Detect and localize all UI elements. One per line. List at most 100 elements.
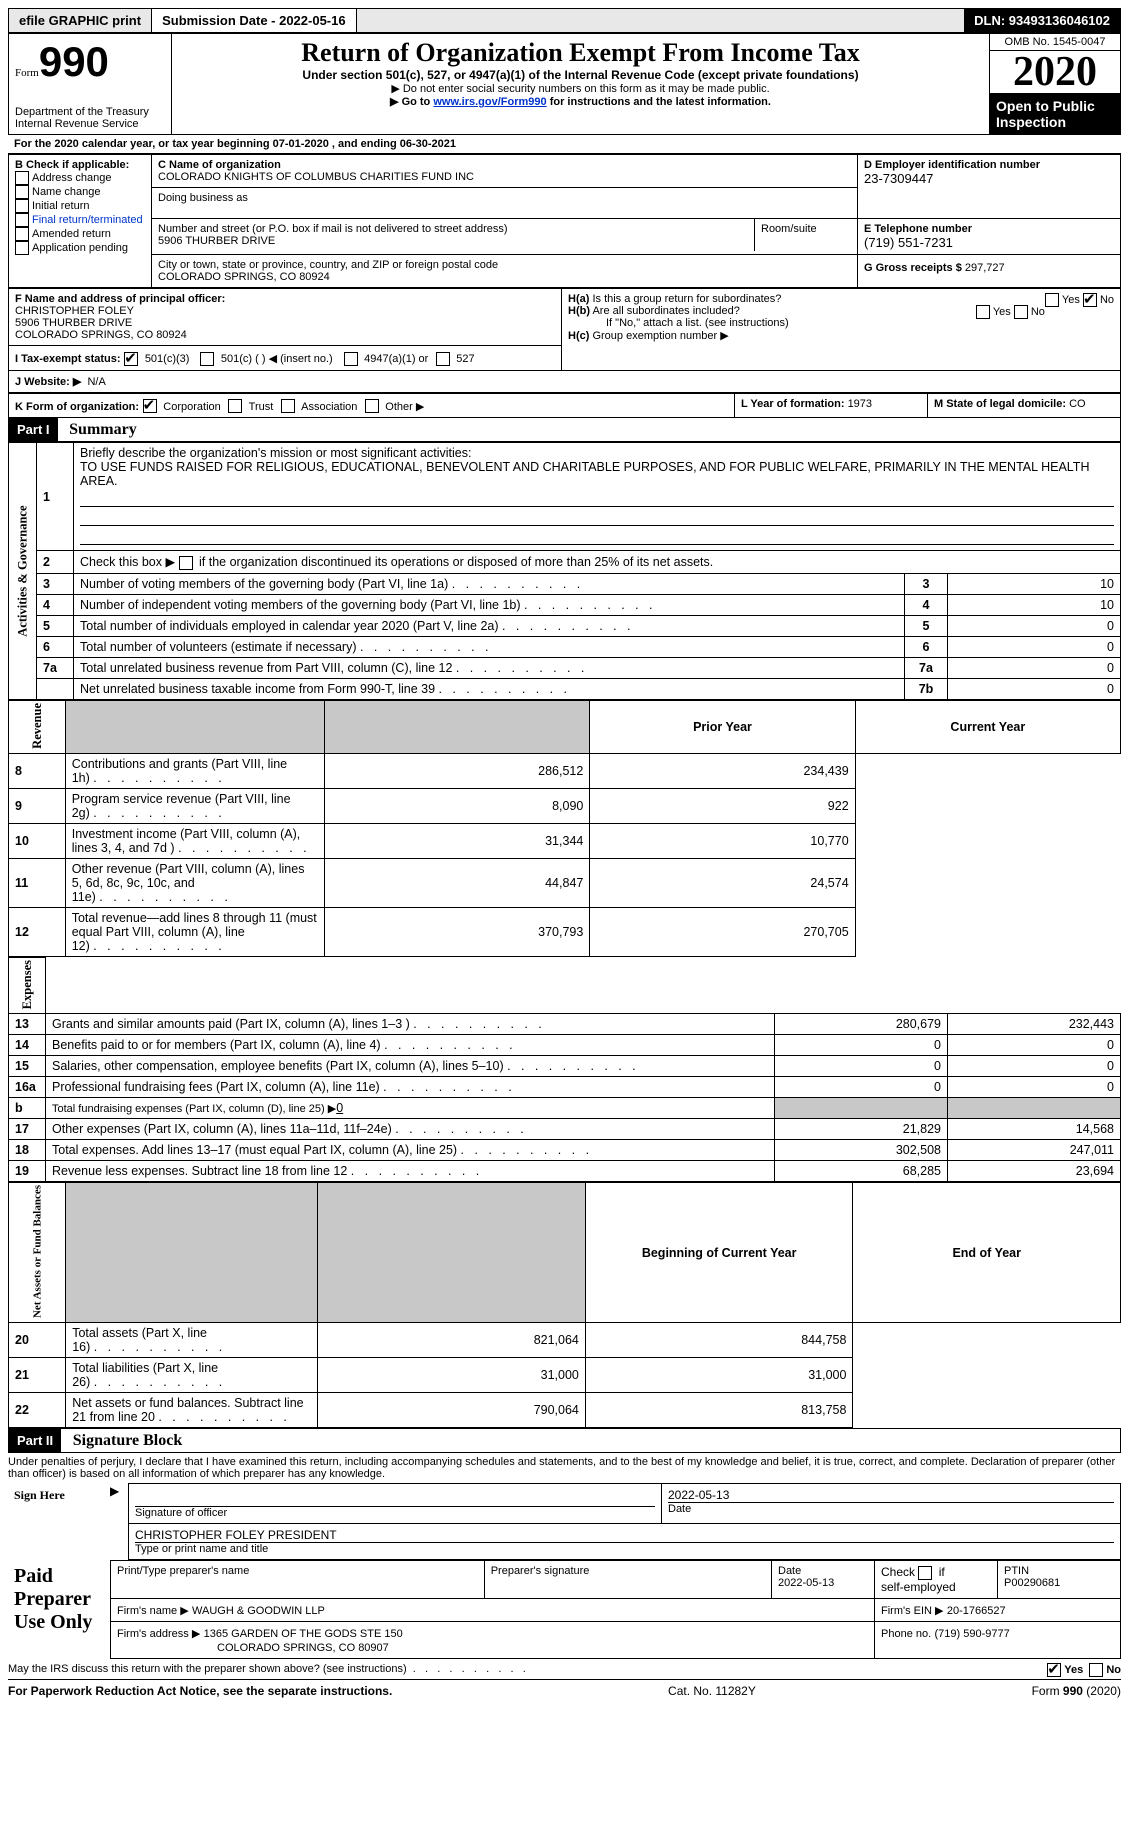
cb-discontinued[interactable] [179, 556, 193, 570]
m-label: M State of legal domicile: [934, 398, 1069, 410]
sig-date: 2022-05-13 [668, 1488, 1114, 1502]
submission-date: Submission Date - 2022-05-16 [152, 9, 357, 32]
cb-trust[interactable] [228, 399, 242, 413]
sign-here-table: Sign Here ▶ Signature of officer 2022-05… [8, 1483, 1121, 1560]
officer-block: F Name and address of principal officer:… [8, 288, 1121, 371]
l-label: L Year of formation: [741, 398, 848, 410]
gross-receipts: 297,727 [965, 262, 1005, 274]
form-title: Return of Organization Exempt From Incom… [178, 38, 983, 68]
prep-sig-label: Preparer's signature [491, 1565, 765, 1577]
city-label: City or town, state or province, country… [158, 259, 851, 271]
cb-assoc[interactable] [281, 399, 295, 413]
top-bar: efile GRAPHIC print Submission Date - 20… [8, 8, 1121, 33]
dln: DLN: 93493136046102 [964, 9, 1120, 32]
discuss-text: May the IRS discuss this return with the… [8, 1663, 407, 1675]
dba-label: Doing business as [158, 192, 851, 204]
open-public: Open to Public Inspection [990, 94, 1121, 135]
cb-4947[interactable] [344, 352, 358, 366]
b-label: B Check if applicable: [15, 159, 145, 171]
c-name-label: C Name of organization [158, 159, 851, 171]
paid-preparer-label: Paid Preparer Use Only [8, 1561, 111, 1659]
year-formation: 1973 [848, 398, 872, 410]
cb-app-pending[interactable] [15, 241, 29, 255]
phone-label: Phone no. [881, 1628, 931, 1640]
cb-corp[interactable] [143, 399, 157, 413]
cb-hb-no[interactable] [1014, 305, 1028, 319]
cb-501c[interactable] [200, 352, 214, 366]
cb-ha-yes[interactable] [1045, 293, 1059, 307]
cb-amended[interactable] [15, 227, 29, 241]
firm-name-label: Firm's name ▶ [117, 1605, 189, 1617]
website: N/A [87, 376, 105, 388]
tax-year: 2020 [990, 51, 1120, 93]
firm-addr1: 1365 GARDEN OF THE GODS STE 150 [204, 1628, 403, 1640]
cb-self-employed[interactable] [918, 1566, 932, 1580]
q2-text: Check this box ▶ if the organization dis… [80, 555, 713, 569]
expenses-table: Expenses 13Grants and similar amounts pa… [8, 957, 1121, 1182]
entity-block: B Check if applicable: Address change Na… [8, 154, 1121, 288]
footer-left: For Paperwork Reduction Act Notice, see … [8, 1684, 392, 1698]
klm-row: K Form of organization: Corporation Trus… [8, 393, 1121, 419]
street-address: 5906 THURBER DRIVE [158, 235, 748, 247]
org-name: COLORADO KNIGHTS OF COLUMBUS CHARITIES F… [158, 171, 851, 183]
cb-discuss-yes[interactable] [1047, 1663, 1061, 1677]
cb-final-return[interactable] [15, 213, 29, 227]
form-subtitle: Under section 501(c), 527, or 4947(a)(1)… [178, 68, 983, 82]
note-ssn: ▶ Do not enter social security numbers o… [178, 82, 983, 95]
vlabel-net: Net Assets or Fund Balances [9, 1182, 66, 1322]
type-name-label: Type or print name and title [135, 1542, 1114, 1555]
irs-link[interactable]: www.irs.gov/Form990 [433, 96, 546, 108]
col-begin: Beginning of Current Year [585, 1182, 853, 1322]
sig-officer-label: Signature of officer [135, 1506, 655, 1519]
summary-table: Activities & Governance 1 Briefly descri… [8, 442, 1121, 700]
revenue-header-table: Revenue Prior Year Current Year 8Contrib… [8, 700, 1121, 957]
firm-ein-label: Firm's EIN ▶ [881, 1605, 944, 1617]
ein: 23-7309447 [864, 171, 1114, 186]
prep-date-label: Date [778, 1565, 868, 1577]
col-current: Current Year [855, 700, 1120, 753]
prep-name-label: Print/Type preparer's name [117, 1565, 478, 1577]
cb-discuss-no[interactable] [1089, 1663, 1103, 1677]
ha-text: Is this a group return for subordinates? [592, 293, 781, 305]
room-label: Room/suite [761, 223, 851, 235]
state-domicile: CO [1069, 398, 1086, 410]
footer-mid: Cat. No. 11282Y [668, 1684, 756, 1698]
f-label: F Name and address of principal officer: [15, 293, 555, 305]
telephone: (719) 551-7231 [864, 235, 1114, 250]
cb-527[interactable] [436, 352, 450, 366]
cb-ha-no[interactable] [1083, 293, 1097, 307]
cb-name-change[interactable] [15, 185, 29, 199]
firm-ein: 20-1766527 [947, 1605, 1006, 1617]
note-goto-pre: ▶ Go to [390, 96, 433, 108]
q1-label: Briefly describe the organization's miss… [80, 446, 471, 460]
i-label: I Tax-exempt status: [15, 353, 121, 365]
firm-addr2: COLORADO SPRINGS, CO 80907 [117, 1642, 389, 1654]
efile-button[interactable]: efile GRAPHIC print [9, 9, 152, 32]
cb-address-change[interactable] [15, 171, 29, 185]
e-label: E Telephone number [864, 223, 1114, 235]
declaration: Under penalties of perjury, I declare th… [8, 1453, 1121, 1483]
form-word: Form [15, 67, 39, 79]
form-number: 990 [39, 38, 109, 85]
ptin-label: PTIN [1004, 1565, 1114, 1577]
part2-title: Signature Block [65, 1432, 183, 1449]
cb-other[interactable] [365, 399, 379, 413]
date-label: Date [668, 1502, 1114, 1515]
hb-text: Are all subordinates included? [592, 305, 739, 317]
cb-501c3[interactable] [124, 352, 138, 366]
officer-print-name: CHRISTOPHER FOLEY PRESIDENT [135, 1528, 1114, 1542]
line-16b-val: 0 [336, 1101, 343, 1115]
d-label: D Employer identification number [864, 159, 1114, 171]
cb-hb-yes[interactable] [976, 305, 990, 319]
sign-here-label: Sign Here [8, 1484, 110, 1560]
ptin: P00290681 [1004, 1577, 1114, 1589]
col-prior: Prior Year [590, 700, 855, 753]
firm-addr-label: Firm's address ▶ [117, 1628, 200, 1640]
officer-addr1: 5906 THURBER DRIVE [15, 317, 555, 329]
g-label: G Gross receipts $ [864, 262, 965, 274]
part2-header: Part II [9, 1429, 61, 1452]
k-label: K Form of organization: [15, 401, 139, 413]
header-table: Form990 Department of the Treasury Inter… [8, 33, 1121, 135]
cb-initial-return[interactable] [15, 199, 29, 213]
part1-header: Part I [9, 418, 58, 441]
